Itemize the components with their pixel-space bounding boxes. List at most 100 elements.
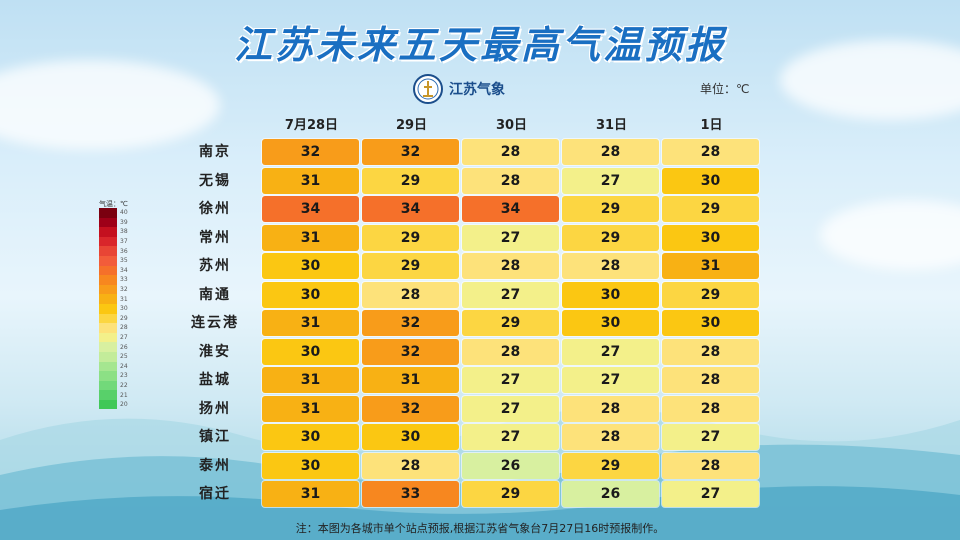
legend-label: 34 [120, 266, 128, 274]
temperature-cell: 29 [362, 224, 459, 251]
footnote: 注：本图为各城市单个站点预报,根据江苏省气象台7月27日16时预报制作。 [295, 522, 665, 535]
temperature-cell: 29 [462, 310, 559, 336]
legend-label: 23 [120, 372, 128, 380]
legend-item: 32 [99, 284, 132, 295]
city-label: 扬州 [199, 400, 231, 417]
temperature-cell: 30 [662, 224, 759, 251]
temperature-cell: 28 [662, 367, 759, 393]
temperature-cell: 29 [562, 224, 659, 251]
temperature-cell: 29 [662, 281, 759, 308]
legend-label: 20 [120, 401, 128, 409]
legend-swatch [99, 371, 117, 381]
temperature-cell: 27 [562, 167, 659, 194]
legend-label: 35 [120, 257, 128, 265]
legend-label: 21 [120, 391, 128, 399]
temperature-cell: 29 [562, 452, 659, 479]
logo: 江苏气象 [413, 74, 505, 104]
city-label: 徐州 [199, 201, 231, 217]
legend-item: 33 [99, 275, 132, 285]
legend-swatch [99, 236, 117, 247]
city-label: 常州 [199, 229, 231, 246]
legend-item: 39 [99, 217, 132, 228]
legend-label: 24 [120, 362, 128, 370]
legend-label: 27 [120, 334, 128, 342]
legend-swatch [99, 342, 117, 352]
temperature-cell: 30 [562, 281, 659, 308]
temperature-cell: 28 [562, 253, 659, 279]
legend-item: 31 [99, 294, 132, 304]
temperature-cell: 28 [662, 139, 759, 165]
temperature-cell: 31 [262, 481, 359, 507]
page-title: 江苏未来五天最高气温预报 [233, 23, 726, 67]
temperature-cell: 28 [462, 253, 559, 279]
cloud-decoration [820, 200, 960, 270]
legend-item: 20 [99, 399, 132, 410]
temperature-cell: 33 [362, 481, 459, 507]
legend-item: 26 [99, 342, 132, 352]
temperature-cell: 29 [462, 481, 559, 507]
legend-swatch [99, 380, 117, 391]
column-header: 31日 [595, 118, 628, 133]
temperature-cell: 34 [362, 196, 459, 222]
temperature-cell: 32 [362, 338, 459, 365]
legend-swatch [99, 332, 117, 343]
temperature-cell: 27 [462, 395, 559, 422]
city-label: 南通 [199, 286, 231, 303]
temperature-cell: 30 [362, 424, 459, 450]
legend-item: 25 [99, 351, 132, 362]
legend-swatch [99, 323, 117, 333]
legend-swatch [99, 284, 117, 295]
legend-item: 21 [99, 390, 132, 400]
temperature-cell: 29 [562, 196, 659, 222]
legend-label: 31 [120, 295, 128, 303]
legend-label: 38 [120, 228, 128, 236]
column-header: 1日 [700, 118, 723, 133]
temperature-cell: 26 [562, 481, 659, 507]
legend-swatch [99, 246, 117, 256]
temperature-cell: 28 [362, 281, 459, 308]
legend-item: 27 [99, 332, 132, 343]
temperature-cell: 32 [362, 139, 459, 165]
temperature-cell: 32 [262, 139, 359, 165]
cloud-decoration [780, 40, 960, 120]
legend-swatch [99, 313, 117, 324]
legend-swatch [99, 255, 117, 266]
temperature-cell: 28 [462, 139, 559, 165]
legend-item: 22 [99, 380, 132, 391]
legend-swatch [99, 208, 117, 218]
legend-swatch [99, 294, 117, 304]
legend-swatch [99, 361, 117, 372]
temperature-cell: 28 [562, 395, 659, 422]
temperature-cell: 31 [262, 367, 359, 393]
temperature-cell: 34 [462, 196, 559, 222]
temperature-cell: 31 [262, 395, 359, 422]
temperature-cell: 30 [262, 338, 359, 365]
legend-swatch [99, 399, 117, 410]
legend-label: 33 [120, 276, 128, 284]
temperature-cell: 27 [462, 424, 559, 450]
temperature-cell: 28 [662, 452, 759, 479]
city-label: 宿迁 [199, 486, 231, 502]
temperature-cell: 26 [462, 452, 559, 479]
legend-item: 37 [99, 236, 132, 247]
city-label: 连云港 [191, 315, 239, 331]
legend-label: 28 [120, 324, 128, 332]
legend-item: 23 [99, 371, 132, 381]
temperature-cell: 31 [262, 167, 359, 194]
legend-item: 36 [99, 246, 132, 256]
legend-item: 30 [99, 303, 132, 314]
temperature-cell: 28 [362, 452, 459, 479]
city-label: 无锡 [199, 172, 231, 189]
temperature-cell: 27 [462, 367, 559, 393]
temperature-cell: 27 [562, 367, 659, 393]
legend-item: 28 [99, 323, 132, 333]
city-label: 镇江 [199, 429, 231, 445]
legend-swatch [99, 351, 117, 362]
temperature-cell: 34 [262, 196, 359, 222]
legend-swatch [99, 303, 117, 314]
legend-label: 29 [120, 314, 128, 322]
temperature-cell: 29 [362, 253, 459, 279]
temperature-cell: 30 [262, 424, 359, 450]
legend-item: 35 [99, 255, 132, 266]
color-legend: 40 39 38 37 36 35 34 33 32 31 30 29 28 27 26 25 24 23 22 21… [99, 208, 132, 410]
